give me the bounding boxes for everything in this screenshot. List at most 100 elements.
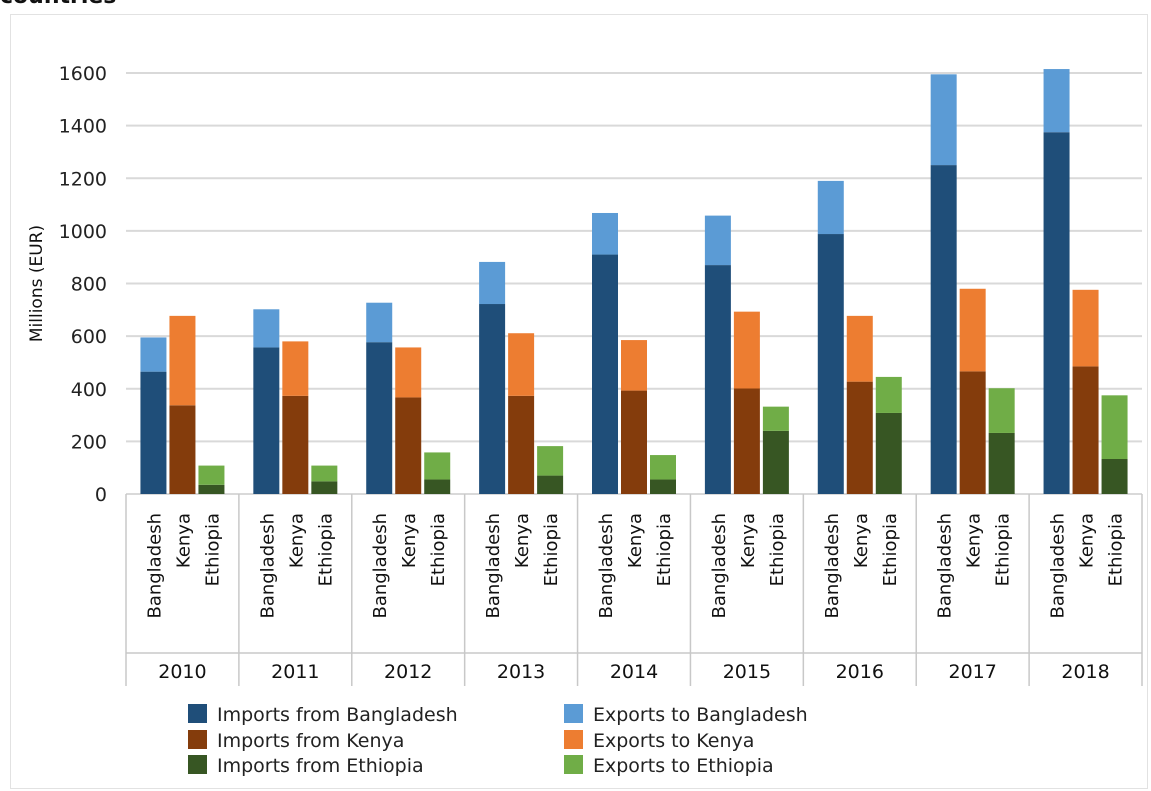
legend: Imports from Bangladesh Exports to Bangla… [188, 704, 808, 777]
bar-segment [650, 479, 676, 494]
legend-swatch [564, 704, 583, 723]
category-label: Ethiopia [880, 513, 901, 586]
bar-segment [537, 475, 564, 494]
year-label: 2017 [948, 661, 996, 683]
bar-segment [1043, 69, 1070, 133]
bar-segment [1101, 459, 1128, 494]
bar-segment [1043, 132, 1070, 494]
bar-segment [846, 381, 873, 494]
bar-segment [140, 337, 167, 372]
bar-segment [366, 342, 393, 494]
axes: 0 200 400 600 800 1000 1200 1400 1600 Millions (E… [27, 63, 1143, 686]
year-label: 2014 [610, 661, 658, 683]
bar-segment [959, 288, 986, 372]
bar-segment [198, 465, 225, 485]
bar-segment [930, 74, 957, 166]
y-tick-label: 1200 [59, 168, 107, 190]
bar-segment [253, 309, 280, 348]
legend-swatch [188, 730, 207, 749]
bar-segment [875, 376, 902, 413]
legend-swatch [188, 755, 207, 774]
bar-segment [1072, 366, 1099, 494]
year-label: 2010 [158, 661, 206, 683]
bar-segment [311, 465, 338, 482]
legend-label: Imports from Kenya [217, 730, 404, 752]
bar-segment [592, 254, 618, 494]
bars [140, 69, 1128, 494]
category-label: Bangladesh [1048, 513, 1069, 619]
category-label: Kenya [286, 513, 307, 568]
category-label: Ethiopia [654, 513, 675, 586]
chart-frame [10, 14, 1148, 789]
bar-segment [366, 302, 393, 343]
category-label: Kenya [173, 513, 194, 568]
year-label: 2011 [271, 661, 319, 683]
legend-swatch [564, 730, 583, 749]
category-label: Kenya [851, 513, 872, 568]
bar-segment [424, 479, 451, 494]
bar-segment [508, 395, 535, 494]
category-label: Kenya [512, 513, 533, 568]
category-label: Kenya [964, 513, 985, 568]
category-label: Ethiopia [993, 513, 1014, 586]
category-label: Bangladesh [709, 513, 730, 619]
y-tick-label: 200 [71, 431, 107, 453]
legend-label: Exports to Bangladesh [593, 704, 808, 726]
y-tick-label: 600 [71, 326, 107, 348]
bar-segment [169, 315, 196, 406]
bar-segment [479, 261, 506, 305]
bar-segment [817, 180, 844, 235]
bar-segment [704, 265, 731, 494]
bar-segment [140, 371, 167, 494]
bar-segment [875, 412, 902, 494]
y-tick-label: 0 [95, 484, 107, 506]
y-tick-label: 800 [71, 274, 107, 296]
bar-segment [621, 390, 647, 494]
y-tick-label: 1600 [59, 63, 107, 85]
legend-label: Exports to Kenya [593, 730, 754, 752]
bar-segment [479, 304, 506, 494]
y-tick-label: 400 [71, 379, 107, 401]
bar-segment [198, 484, 225, 494]
bar-segment [704, 215, 731, 266]
bar-segment [395, 347, 422, 398]
category-label: Kenya [625, 513, 646, 568]
bar-segment [169, 405, 196, 494]
year-label: 2016 [836, 661, 884, 683]
category-label: Bangladesh [935, 513, 956, 619]
page-title: countries [0, 0, 116, 9]
bar-segment [988, 388, 1015, 433]
category-labels: Bangladesh Kenya Ethiopia 2010 Bangladesh Ken… [144, 513, 1126, 683]
category-label: Bangladesh [257, 513, 278, 619]
category-label: Ethiopia [428, 513, 449, 586]
bar-segment [253, 347, 280, 494]
legend-label: Exports to Ethiopia [593, 755, 774, 777]
category-label: Kenya [738, 513, 759, 568]
bar-segment [424, 452, 451, 480]
bar-segment [817, 234, 844, 494]
bar-segment [592, 212, 618, 255]
bar-segment [1101, 395, 1128, 460]
bar-segment [733, 311, 760, 389]
category-label: Ethiopia [541, 513, 562, 586]
bar-segment [762, 406, 789, 431]
bar-segment [959, 371, 986, 494]
legend-label: Imports from Ethiopia [217, 755, 424, 777]
bar-segment [733, 388, 760, 494]
legend-label: Imports from Bangladesh [217, 704, 458, 726]
category-label: Bangladesh [822, 513, 843, 619]
y-tick-label: 1000 [59, 221, 107, 243]
year-label: 2015 [723, 661, 771, 683]
y-axis-label: Millions (EUR) [27, 225, 47, 342]
category-label: Ethiopia [202, 513, 223, 586]
bar-segment [311, 481, 338, 494]
y-tick-label: 1400 [59, 116, 107, 138]
bar-segment [650, 455, 676, 480]
bar-segment [621, 340, 647, 391]
year-label: 2013 [497, 661, 545, 683]
category-label: Ethiopia [1106, 513, 1127, 586]
category-label: Ethiopia [315, 513, 336, 586]
bar-segment [282, 395, 309, 494]
year-label: 2018 [1061, 661, 1109, 683]
